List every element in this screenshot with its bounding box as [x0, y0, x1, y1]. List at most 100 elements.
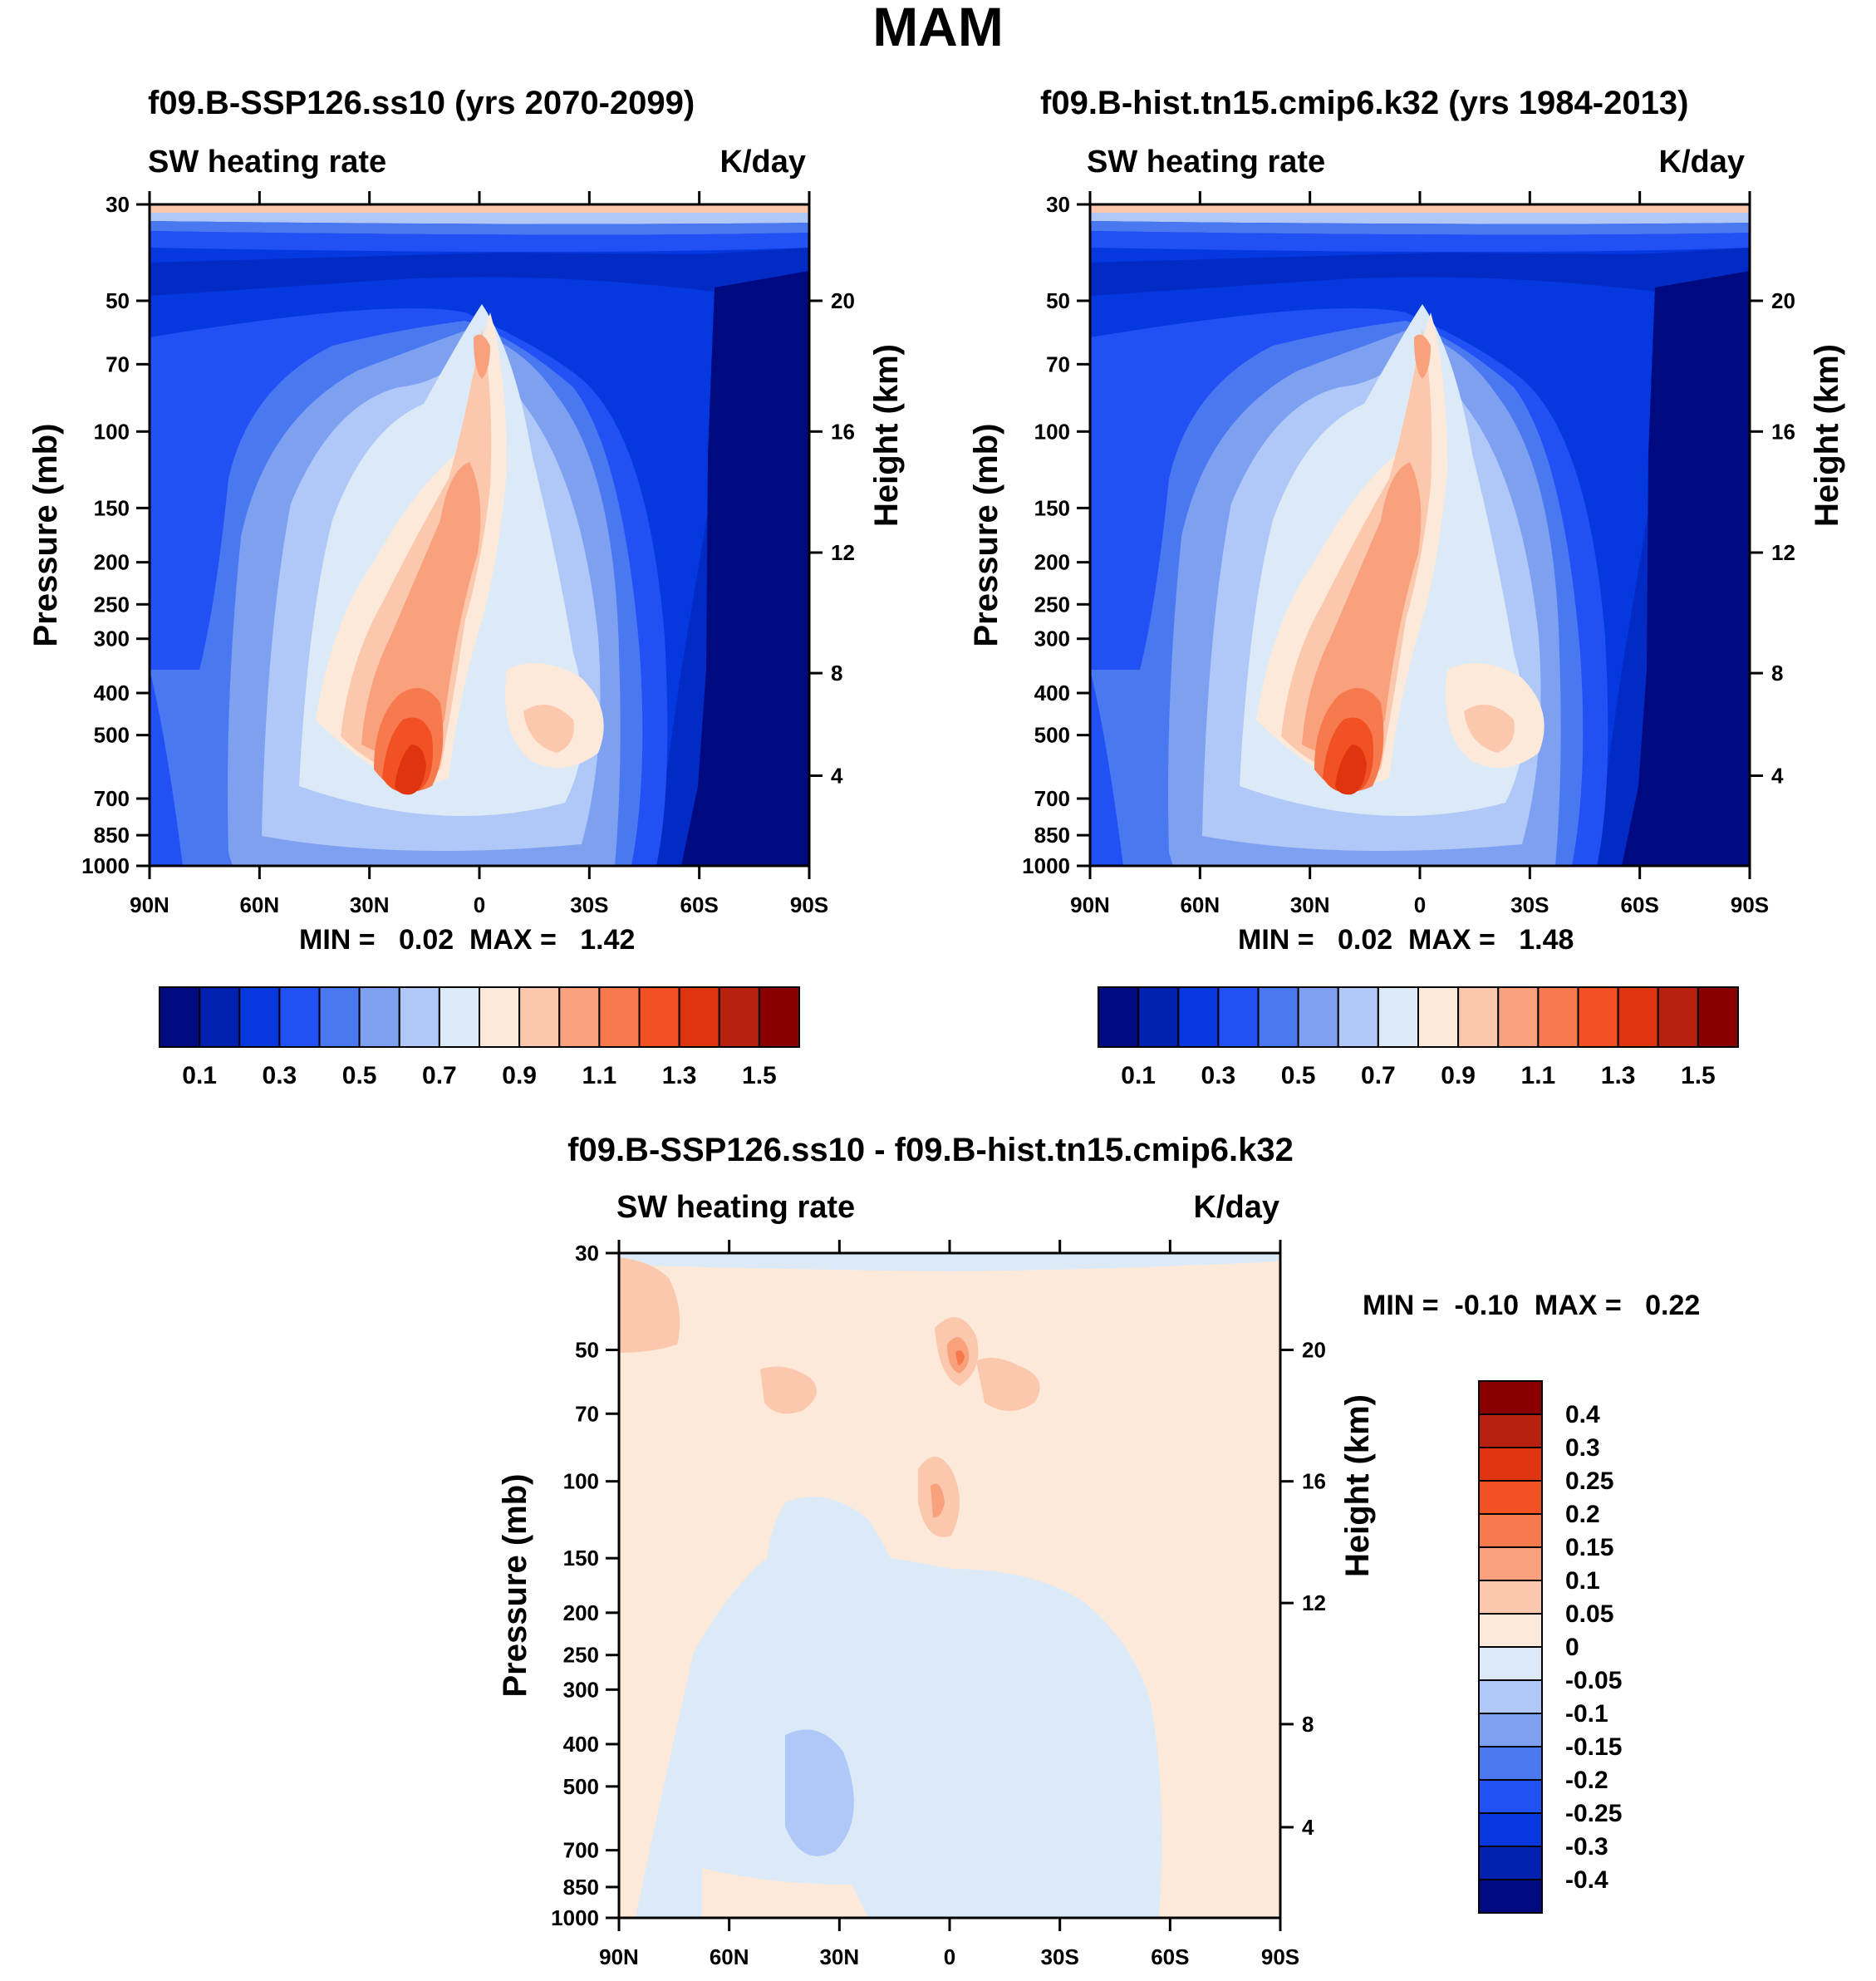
colorbar-swatch-hist — [1457, 986, 1500, 1048]
colorbar-swatch-diff — [1478, 1447, 1543, 1482]
x-tick-label-ssp: 90S — [790, 892, 828, 917]
colorbar-swatch-diff — [1478, 1546, 1543, 1581]
y-tick-label-ssp: 50 — [106, 288, 130, 313]
colorbar-swatch-ssp — [358, 986, 400, 1048]
colorbar-swatch-ssp — [199, 986, 241, 1048]
colorbar-swatch-diff — [1478, 1746, 1543, 1781]
y-right-tick-label-ssp: 4 — [831, 763, 843, 788]
sublabel-left-ssp: SW heating rate — [148, 145, 387, 179]
colorbar-label-diff: 0.15 — [1565, 1534, 1613, 1561]
x-tick-label-diff: 60N — [710, 1944, 749, 1969]
x-tick-label-hist: 30S — [1510, 892, 1549, 917]
y-tick-label-diff: 200 — [563, 1600, 599, 1625]
y-tick-label-ssp: 30 — [106, 192, 130, 217]
main-title: MAM — [872, 0, 1004, 57]
sublabel-left-diff: SW heating rate — [616, 1190, 856, 1225]
colorbar-swatch-diff — [1478, 1812, 1543, 1847]
y-right-tick-label-diff: 12 — [1302, 1590, 1326, 1615]
colorbar-swatch-ssp — [718, 986, 760, 1048]
colorbar-label-diff: -0.05 — [1565, 1667, 1622, 1694]
colorbar-label-ssp: 0.7 — [422, 1062, 457, 1089]
colorbar-swatch-hist — [1377, 986, 1419, 1048]
y-tick-label-ssp: 300 — [94, 627, 130, 651]
colorbar-diff: 0.4 0.3 0.25 0.2 0.15 0.1 0.05 0 -0.05 -0.1 -0.15 -… — [1478, 1380, 1622, 1914]
colorbar-label-hist: 1.1 — [1521, 1062, 1556, 1089]
colorbar-swatch-diff — [1478, 1679, 1543, 1714]
x-tick-label-ssp: 30N — [350, 892, 390, 917]
y-tick-label-diff: 70 — [575, 1401, 599, 1426]
y-tick-label-ssp: 70 — [106, 351, 130, 376]
y-axis-title-diff: Pressure (mb) — [497, 1474, 533, 1698]
y-right-tick-label-diff: 4 — [1302, 1815, 1314, 1840]
colorbar-swatch-hist — [1417, 986, 1460, 1048]
colorbar-ssp: 0.1 0.3 0.5 0.7 0.9 1.1 1.3 1.5 — [159, 986, 800, 1089]
colorbar-swatch-diff — [1478, 1779, 1543, 1814]
colorbar-swatch-ssp — [678, 986, 720, 1048]
y-right-tick-label-hist: 12 — [1771, 540, 1795, 565]
axes-ssp: 90N 60N 30N 0 30S 60S 90S 30 50 70 100 150 200 250 300… — [27, 191, 905, 917]
colorbar-hist: 0.1 0.3 0.5 0.7 0.9 1.1 1.3 1.5 — [1098, 986, 1739, 1089]
colorbar-label-diff: 0.05 — [1565, 1600, 1613, 1628]
colorbar-label-hist: 0.1 — [1121, 1062, 1156, 1089]
colorbar-label-diff: 0.25 — [1565, 1467, 1613, 1495]
colorbar-label-ssp: 0.1 — [182, 1062, 217, 1089]
field-panel-ssp — [150, 204, 809, 866]
colorbar-swatch-hist — [1497, 986, 1540, 1048]
field-panel-diff — [619, 1253, 1280, 1918]
colorbar-swatch-hist — [1137, 986, 1180, 1048]
y-tick-label-hist: 1000 — [1022, 853, 1070, 878]
y-tick-label-diff: 100 — [563, 1469, 599, 1494]
colorbar-swatch-hist — [1297, 986, 1339, 1048]
x-tick-label-ssp: 90N — [130, 892, 169, 917]
colorbar-swatch-hist — [1697, 986, 1739, 1048]
y-tick-label-ssp: 850 — [94, 823, 130, 848]
colorbar-swatch-diff — [1478, 1613, 1543, 1648]
colorbar-label-ssp: 0.3 — [263, 1062, 297, 1089]
colorbar-label-diff: 0.3 — [1565, 1434, 1600, 1462]
y-tick-label-ssp: 500 — [94, 723, 130, 748]
colorbar-label-diff: -0.2 — [1565, 1767, 1608, 1794]
y-tick-label-hist: 200 — [1034, 550, 1070, 575]
sublabel-right-ssp: K/day — [719, 145, 806, 179]
colorbar-swatch-diff — [1478, 1713, 1543, 1748]
y-tick-label-ssp: 700 — [94, 786, 130, 811]
x-tick-label-ssp: 60S — [680, 892, 719, 917]
colorbar-label-hist: 0.7 — [1361, 1062, 1396, 1089]
colorbar-label-diff: -0.25 — [1565, 1800, 1622, 1827]
colorbar-swatch-hist — [1337, 986, 1379, 1048]
minmax-hist: MIN = 0.02 MAX = 1.48 — [1238, 924, 1574, 956]
y-right-tick-label-ssp: 8 — [831, 661, 842, 686]
colorbar-swatch-hist — [1177, 986, 1220, 1048]
y-tick-label-ssp: 400 — [94, 681, 130, 705]
y-tick-label-hist: 100 — [1034, 419, 1070, 444]
colorbar-label-hist: 1.3 — [1601, 1062, 1636, 1089]
x-tick-label-diff: 30S — [1041, 1944, 1079, 1969]
y-tick-label-hist: 400 — [1034, 681, 1070, 705]
colorbar-label-ssp: 1.3 — [662, 1062, 697, 1089]
y-right-axis-title-diff: Height (km) — [1339, 1394, 1376, 1577]
x-tick-label-ssp: 0 — [474, 892, 485, 917]
colorbar-label-ssp: 0.9 — [502, 1062, 537, 1089]
colorbar-swatch-ssp — [398, 986, 440, 1048]
x-tick-label-hist: 0 — [1414, 892, 1426, 917]
colorbar-swatch-hist — [1577, 986, 1619, 1048]
x-tick-label-diff: 90S — [1261, 1944, 1299, 1969]
colorbar-swatch-hist — [1098, 986, 1140, 1048]
y-axis-title-ssp: Pressure (mb) — [27, 424, 64, 647]
x-tick-label-diff: 0 — [944, 1944, 955, 1969]
colorbar-label-hist: 0.5 — [1281, 1062, 1316, 1089]
x-tick-label-hist: 90S — [1731, 892, 1769, 917]
colorbar-label-diff: 0.2 — [1565, 1501, 1600, 1528]
sublabel-right-hist: K/day — [1658, 145, 1745, 179]
colorbar-label-diff: 0.1 — [1565, 1567, 1600, 1595]
colorbar-swatch-hist — [1657, 986, 1699, 1048]
x-tick-label-hist: 30N — [1290, 892, 1330, 917]
x-tick-label-hist: 60N — [1180, 892, 1220, 917]
y-right-tick-label-ssp: 12 — [831, 540, 855, 565]
colorbar-swatch-hist — [1537, 986, 1579, 1048]
colorbar-swatch-diff — [1478, 1846, 1543, 1880]
colorbar-swatch-ssp — [518, 986, 561, 1048]
y-tick-label-diff: 1000 — [551, 1905, 599, 1930]
colorbar-swatch-ssp — [558, 986, 601, 1048]
